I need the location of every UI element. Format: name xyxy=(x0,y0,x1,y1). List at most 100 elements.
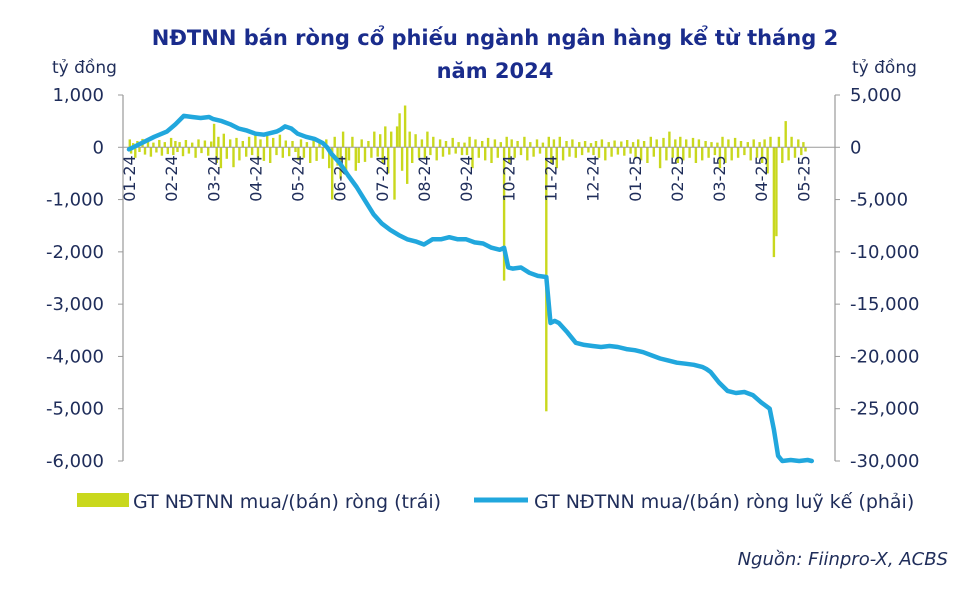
bar xyxy=(620,141,623,148)
bar xyxy=(284,140,287,148)
bar xyxy=(793,147,797,158)
bar xyxy=(505,136,508,148)
bar xyxy=(438,139,442,148)
bar xyxy=(519,147,523,156)
bar xyxy=(499,142,502,148)
bar xyxy=(381,147,384,163)
bar xyxy=(259,139,262,148)
bar xyxy=(600,139,604,148)
chart-title: NĐTNN bán ròng cổ phiếu ngành ngân hàng … xyxy=(0,22,976,88)
bar xyxy=(222,133,225,148)
bar xyxy=(184,140,188,148)
bar xyxy=(309,147,312,163)
bar xyxy=(523,136,526,148)
bar xyxy=(238,147,241,161)
bar xyxy=(658,147,662,169)
x-tick-label: 11-24 xyxy=(542,155,561,202)
bar xyxy=(241,141,244,148)
bar xyxy=(178,142,181,148)
bar xyxy=(707,147,710,158)
bar xyxy=(646,147,649,163)
bar xyxy=(561,147,565,161)
bar xyxy=(496,147,499,158)
bar xyxy=(423,147,427,158)
bar xyxy=(344,147,348,174)
bar xyxy=(589,143,593,148)
bar xyxy=(474,139,477,148)
cumulative-line-series xyxy=(126,113,815,464)
x-tick-label: 01-24 xyxy=(120,155,139,202)
bar xyxy=(174,141,177,148)
bar xyxy=(212,123,216,148)
bar xyxy=(597,147,601,158)
bar xyxy=(538,147,542,154)
x-tick-label: 01-25 xyxy=(626,155,645,202)
right-tick-label: -15,000 xyxy=(850,294,919,315)
bar xyxy=(639,147,643,161)
bar xyxy=(325,139,328,148)
x-tick-label: 03-24 xyxy=(204,155,223,202)
legend-bar-swatch xyxy=(77,493,129,507)
bar xyxy=(616,147,620,155)
bar xyxy=(354,147,357,171)
left-axis-unit: tỷ đồng xyxy=(52,58,117,78)
bar xyxy=(486,137,490,148)
bar xyxy=(758,142,761,148)
bar xyxy=(429,147,432,156)
x-tick-label: 12-24 xyxy=(584,155,603,202)
bar xyxy=(152,142,155,148)
x-tick-label: 05-24 xyxy=(289,155,308,202)
bar xyxy=(291,141,294,148)
combo-chart: 1,000 0 -1,000 -2,000 -3,000 -4,000 -5,000 -6,0… xyxy=(46,85,920,513)
x-tick-label: 02-24 xyxy=(162,155,181,202)
bar xyxy=(217,136,220,148)
bar xyxy=(623,147,626,156)
bar xyxy=(247,136,251,148)
bar xyxy=(417,147,421,158)
bar xyxy=(724,147,727,163)
bar xyxy=(760,147,764,163)
bar xyxy=(477,147,480,158)
bar xyxy=(668,131,671,148)
source-note: Nguồn: Fiinpro-X, ACBS xyxy=(737,549,948,570)
bar xyxy=(704,141,707,148)
bar xyxy=(739,141,743,148)
bar xyxy=(384,126,387,148)
bar xyxy=(457,142,460,148)
bar xyxy=(215,147,218,163)
bar xyxy=(207,147,210,156)
bar xyxy=(784,121,787,148)
bar xyxy=(694,147,698,163)
bar xyxy=(516,141,519,148)
cumulative-line xyxy=(126,113,815,464)
bar xyxy=(435,147,438,161)
axes: 1,000 0 -1,000 -2,000 -3,000 -4,000 -5,000 -6,0… xyxy=(46,85,920,472)
bar xyxy=(406,147,409,184)
bar xyxy=(414,134,417,148)
right-tick-label: 5,000 xyxy=(850,85,902,106)
bar xyxy=(281,147,284,158)
right-tick-label: -30,000 xyxy=(850,451,919,472)
right-tick-label: -25,000 xyxy=(850,399,919,420)
bar xyxy=(736,147,740,158)
bar xyxy=(532,147,535,157)
bar xyxy=(610,147,613,157)
bar xyxy=(574,147,577,158)
bar xyxy=(305,142,309,148)
bar xyxy=(143,147,147,155)
bar xyxy=(146,141,150,148)
bar xyxy=(331,147,334,200)
bar xyxy=(568,147,571,157)
bar xyxy=(541,142,545,148)
bar xyxy=(463,142,466,148)
bar xyxy=(471,147,474,169)
bar xyxy=(448,147,451,155)
bar xyxy=(138,147,141,152)
right-tick-label: 0 xyxy=(850,137,861,158)
bar xyxy=(219,147,223,169)
bar xyxy=(510,139,513,148)
legend-line-label: GT NĐTNN mua/(bán) ròng luỹ kế (phải) xyxy=(534,491,914,513)
bar xyxy=(662,137,665,148)
bar xyxy=(395,126,399,148)
bar xyxy=(682,147,685,161)
